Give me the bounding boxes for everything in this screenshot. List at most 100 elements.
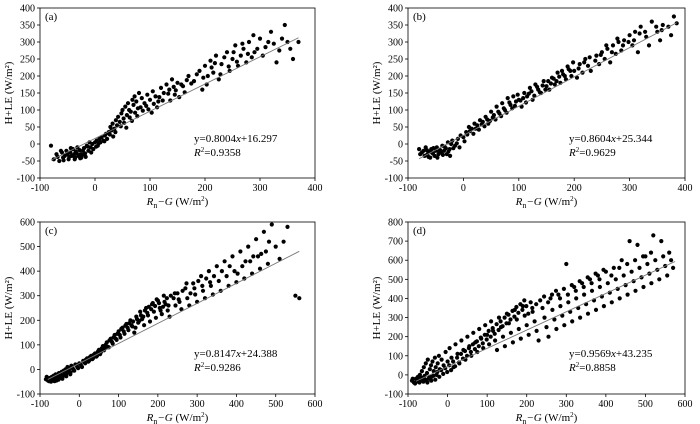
y-tick-label: 300	[388, 313, 403, 324]
data-point	[641, 284, 646, 290]
y-tick-label: 700	[388, 237, 403, 248]
data-point	[435, 155, 440, 160]
data-point	[214, 264, 219, 269]
data-point	[227, 264, 232, 269]
data-point	[594, 53, 599, 58]
data-point	[293, 293, 298, 298]
data-point	[191, 281, 196, 286]
data-point	[208, 280, 213, 285]
data-point	[209, 65, 214, 70]
data-point	[435, 361, 440, 366]
y-tick-label: 100	[20, 106, 35, 117]
data-point	[282, 22, 287, 28]
data-point	[68, 146, 73, 151]
data-point	[562, 73, 567, 79]
data-point	[160, 98, 165, 103]
data-point	[154, 297, 159, 302]
data-point	[633, 29, 638, 34]
data-point	[658, 38, 663, 43]
data-point	[252, 50, 257, 55]
panel-label: (c)	[45, 225, 58, 237]
data-point	[86, 359, 91, 364]
regression-line	[50, 37, 299, 161]
data-point	[204, 276, 209, 281]
y-tick-label: 400	[388, 4, 403, 15]
data-point	[502, 344, 507, 349]
data-point	[496, 315, 502, 320]
data-point	[199, 274, 204, 279]
data-point	[161, 90, 166, 96]
data-point	[494, 104, 499, 109]
r-squared: R2=0.9286	[193, 361, 241, 374]
data-point	[234, 59, 239, 64]
data-point	[552, 82, 557, 87]
data-point	[621, 273, 626, 278]
data-point	[269, 222, 274, 227]
data-point	[285, 224, 290, 229]
data-point	[96, 141, 101, 146]
data-point	[62, 371, 67, 376]
data-point	[605, 281, 610, 286]
data-point	[582, 292, 587, 297]
data-point	[538, 298, 543, 303]
data-point	[492, 331, 497, 336]
data-point	[124, 125, 129, 130]
data-point	[522, 298, 527, 303]
data-point	[529, 89, 534, 94]
data-point	[548, 296, 553, 301]
y-tick-label: 0	[30, 140, 35, 151]
data-point	[546, 334, 551, 339]
data-point	[161, 293, 166, 298]
data-point	[222, 55, 227, 60]
data-point	[428, 363, 434, 368]
data-point	[290, 56, 296, 62]
data-point	[91, 147, 96, 152]
data-point	[597, 284, 603, 290]
data-point	[211, 70, 216, 75]
x-tick-label: 100	[143, 183, 158, 194]
data-point	[248, 259, 253, 264]
data-point	[476, 344, 481, 349]
data-point	[125, 101, 131, 106]
data-point	[544, 325, 549, 330]
x-tick-label: 200	[519, 399, 534, 410]
data-point	[175, 80, 180, 85]
data-point	[530, 309, 535, 314]
regression-equation: y=0.9569x+43.235	[569, 348, 653, 360]
data-point	[526, 311, 531, 316]
data-point	[608, 60, 613, 65]
data-point	[515, 92, 520, 97]
data-point	[552, 317, 557, 322]
data-point	[625, 261, 630, 267]
data-point	[232, 269, 237, 274]
data-point	[541, 79, 546, 84]
data-point	[462, 348, 468, 354]
data-point	[613, 277, 618, 282]
data-point	[448, 153, 453, 158]
data-point	[494, 347, 500, 353]
data-point	[447, 346, 452, 351]
r-squared: R2=0.8858	[568, 361, 616, 374]
data-point	[557, 74, 562, 79]
data-point	[667, 250, 672, 255]
data-point	[659, 239, 664, 244]
data-point	[556, 292, 561, 297]
data-point	[149, 110, 154, 115]
data-point	[123, 104, 128, 109]
y-tick-label: 500	[388, 275, 403, 286]
data-point	[224, 50, 230, 55]
data-point	[500, 324, 505, 329]
data-point	[605, 46, 610, 51]
data-point	[206, 269, 211, 274]
data-point	[453, 342, 458, 347]
data-point	[564, 261, 569, 267]
data-point	[576, 66, 581, 71]
data-point	[661, 254, 666, 259]
data-point	[119, 111, 124, 116]
x-tick-label: 0	[445, 399, 450, 410]
data-point	[565, 292, 571, 297]
data-point	[526, 332, 531, 337]
x-tick-label: -100	[399, 183, 417, 194]
data-point	[158, 308, 163, 313]
